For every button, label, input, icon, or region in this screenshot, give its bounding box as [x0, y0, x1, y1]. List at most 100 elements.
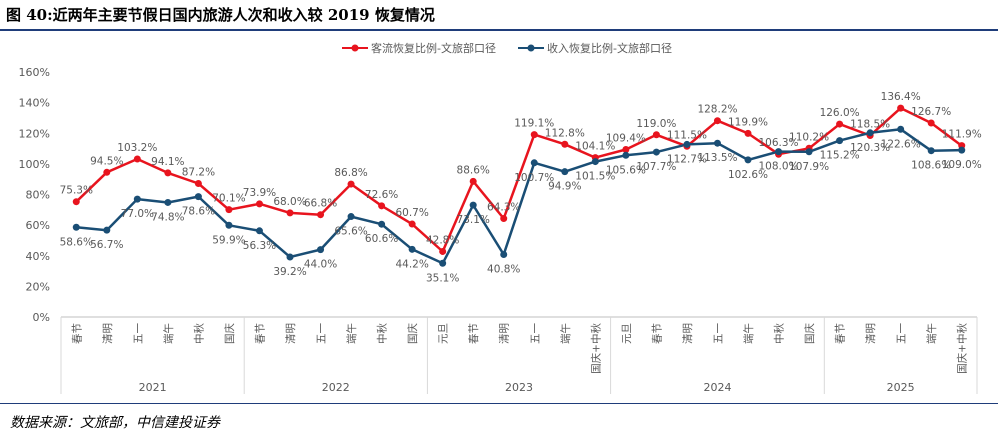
- data-label-series1: 119.0%: [636, 118, 676, 130]
- data-label-series1: 70.1%: [212, 193, 245, 205]
- data-label-series1: 42.8%: [426, 234, 459, 246]
- data-point-series2: [622, 151, 630, 159]
- data-label-series2: 108.0%: [759, 161, 799, 173]
- data-point-series1: [378, 202, 386, 210]
- data-point-series2: [469, 201, 477, 209]
- x-tick-label: 国庆+中秋: [956, 323, 969, 374]
- x-tick-label: 清明: [864, 323, 877, 344]
- data-point-series2: [927, 147, 935, 155]
- data-label-series2: 101.5%: [575, 171, 615, 183]
- data-point-series2: [591, 158, 599, 166]
- data-label-series1: 110.2%: [789, 131, 829, 143]
- data-point-series2: [775, 148, 783, 156]
- data-label-series2: 59.9%: [212, 234, 245, 246]
- data-point-series2: [958, 146, 966, 154]
- data-point-series1: [133, 155, 141, 163]
- x-tick-label: 国庆+中秋: [589, 323, 602, 374]
- x-tick-label: 元旦: [438, 323, 450, 344]
- data-label-series2: 74.8%: [151, 211, 184, 223]
- data-label-series2: 94.9%: [548, 181, 581, 193]
- legend-marker-series2: [527, 44, 535, 52]
- series-line-2: [76, 128, 962, 265]
- data-label-series2: 115.2%: [820, 150, 860, 162]
- data-label-series2: 109.0%: [942, 159, 982, 171]
- data-label-series1: 87.2%: [182, 166, 215, 178]
- title-rule: [0, 29, 998, 31]
- data-point-series2: [897, 125, 905, 133]
- data-point-series1: [927, 119, 935, 127]
- data-label-series1: 126.0%: [820, 107, 860, 119]
- x-tick-label: 端午: [345, 323, 358, 344]
- data-label-series2: 112.7%: [667, 153, 707, 165]
- legend-label-series1: 客流恢复比例-文旅部口径: [371, 41, 496, 55]
- x-tick-label: 端午: [742, 323, 755, 344]
- x-tick-label: 端午: [162, 323, 175, 344]
- data-label-series2: 56.7%: [90, 239, 123, 251]
- data-label-series1: 111.5%: [667, 129, 707, 141]
- data-point-series1: [500, 215, 508, 223]
- y-tick-label: 100%: [19, 158, 50, 171]
- x-tick-label: 清明: [101, 323, 114, 344]
- y-tick-label: 60%: [26, 219, 50, 232]
- x-tick-label: 五一: [529, 323, 541, 344]
- data-label-series2: 107.7%: [636, 161, 676, 173]
- data-label-series1: 64.3%: [487, 202, 520, 214]
- data-point-series1: [836, 120, 844, 128]
- data-point-series2: [378, 220, 386, 228]
- x-tick-label: 五一: [316, 323, 328, 344]
- data-point-series1: [164, 169, 172, 177]
- x-tick-label: 国庆: [803, 323, 816, 344]
- data-point-series2: [439, 259, 447, 267]
- data-point-series2: [194, 193, 202, 201]
- data-label-series1: 136.4%: [881, 91, 921, 103]
- data-point-series1: [744, 129, 752, 137]
- data-label-series2: 40.8%: [487, 264, 520, 276]
- data-label-series1: 94.5%: [90, 155, 123, 167]
- data-label-series1: 112.8%: [545, 127, 585, 139]
- x-tick-label: 清明: [681, 323, 694, 344]
- data-point-series1: [713, 117, 721, 125]
- data-label-series1: 66.8%: [304, 198, 337, 210]
- data-point-series2: [255, 227, 263, 235]
- data-point-series2: [317, 246, 325, 254]
- x-tick-label: 五一: [712, 323, 724, 344]
- data-label-series1: 88.6%: [457, 164, 490, 176]
- data-point-series2: [561, 168, 569, 176]
- data-point-series2: [744, 156, 752, 164]
- data-label-series1: 106.3%: [759, 137, 799, 149]
- x-tick-label: 春节: [254, 323, 266, 344]
- data-label-series2: 44.0%: [304, 259, 337, 271]
- data-label-series2: 105.6%: [606, 164, 646, 176]
- data-point-series1: [652, 131, 660, 139]
- data-point-series2: [347, 213, 355, 221]
- data-point-series1: [194, 179, 202, 187]
- x-tick-label: 元旦: [621, 323, 633, 344]
- x-tick-label: 国庆: [406, 323, 419, 344]
- y-axis: 0% 20% 40% 60% 80% 100% 120% 140% 160%: [19, 66, 50, 324]
- data-point-series1: [469, 177, 477, 185]
- data-label-series2: 44.2%: [395, 258, 428, 270]
- x-tick-label: 中秋: [773, 323, 786, 344]
- x-tick-label: 五一: [132, 323, 144, 344]
- data-label-series2: 56.3%: [243, 240, 276, 252]
- x-group-label: 2022: [322, 381, 350, 394]
- x-tick-label: 端午: [559, 323, 572, 344]
- x-group-label: 2024: [703, 381, 731, 394]
- data-point-series2: [103, 226, 111, 234]
- data-label-series2: 108.6%: [911, 160, 951, 172]
- data-point-series2: [225, 221, 233, 229]
- data-point-series1: [408, 220, 416, 228]
- x-tick-label: 中秋: [192, 323, 205, 344]
- data-point-series2: [72, 223, 80, 231]
- data-point-series1: [530, 131, 538, 139]
- data-label-series1: 75.3%: [60, 185, 93, 197]
- data-label-series1: 126.7%: [911, 106, 951, 118]
- data-point-series2: [866, 129, 874, 137]
- data-label-series2: 39.2%: [273, 266, 306, 278]
- line-chart: 客流恢复比例-文旅部口径 收入恢复比例-文旅部口径 0% 20% 40% 60% 80%…: [19, 41, 982, 394]
- data-label-series1: 119.1%: [514, 118, 554, 130]
- x-group-label: 2021: [139, 381, 167, 394]
- x-tick-label: 春节: [71, 323, 83, 344]
- data-label-series2: 78.6%: [182, 206, 215, 218]
- x-tick-label: 春节: [651, 323, 663, 344]
